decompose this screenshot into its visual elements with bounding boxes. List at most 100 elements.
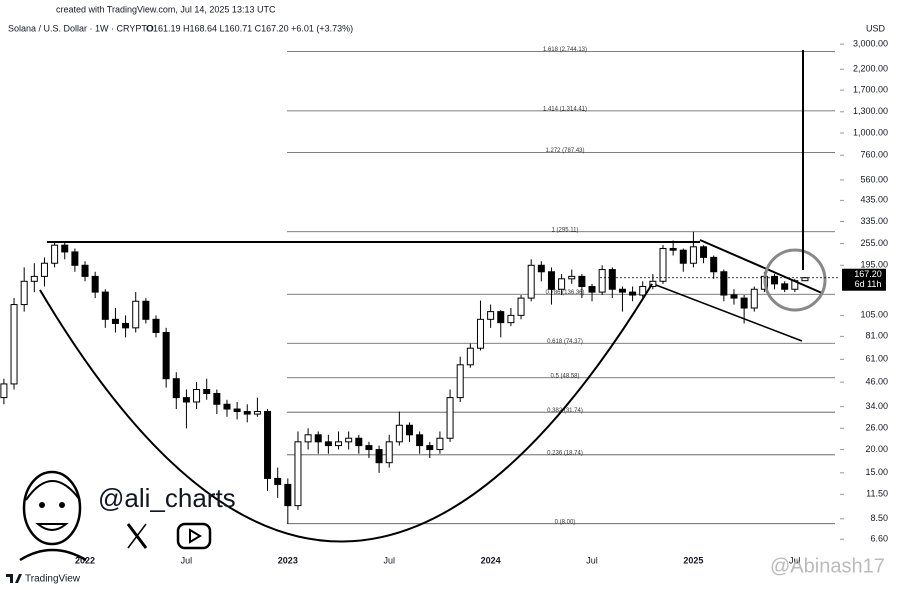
y-tick-label: 255.00 (860, 238, 888, 248)
fib-label: 1.272 (787.43) (545, 148, 584, 154)
y-tick-label: 26.00 (865, 423, 888, 433)
candle-body (243, 411, 251, 415)
candle-body (730, 294, 738, 299)
fib-label: 1.618 (2,744.13) (543, 47, 587, 53)
candle-body (416, 434, 424, 447)
candle-body (324, 441, 332, 447)
candle-body (639, 286, 647, 296)
candle-body (537, 264, 545, 273)
cup-curve (39, 283, 653, 543)
highlight-circle (763, 248, 827, 312)
candle-body (253, 411, 261, 415)
candle-body (659, 247, 667, 282)
candle-body (284, 483, 292, 507)
candle-body (608, 269, 616, 290)
candle-body (497, 311, 505, 324)
fib-label: 0.618 (74.37) (547, 339, 583, 345)
candle-body (395, 424, 403, 443)
fib-label: 0 (8.00) (555, 519, 576, 525)
fib-label: 0.786 (136.36) (545, 290, 584, 296)
symbol-title: Solana / U.S. Dollar · 1W · CRYPTO (8, 23, 154, 33)
candle-body (91, 275, 99, 293)
candle-body (294, 441, 302, 507)
candle-body (618, 288, 626, 293)
candle-body (355, 437, 363, 447)
y-tick-label: 46.00 (865, 377, 888, 387)
candle-body (365, 445, 373, 451)
candle-group (0, 231, 809, 524)
last-price-box (842, 268, 886, 291)
y-tick-label: 560.00 (860, 174, 888, 184)
candle-body (314, 434, 322, 443)
y-tick-label: 61.00 (865, 354, 888, 364)
candle-body (710, 256, 718, 273)
fib-label: 0.236 (18.74) (547, 450, 583, 456)
candle-body (122, 322, 130, 329)
avatar (19, 470, 87, 562)
candle-body (750, 288, 758, 309)
y-tick-label: 1,700.00 (853, 84, 888, 94)
y-tick-label: 11.50 (866, 489, 888, 499)
candle-body (740, 297, 748, 309)
brand: TradingView (25, 574, 81, 585)
candle-body (345, 437, 353, 443)
candle-body (547, 271, 555, 290)
credit: created with TradingView.com, Jul 14, 20… (56, 4, 276, 14)
candle-body (456, 364, 464, 399)
y-tick-label: 1,000.00 (853, 127, 888, 137)
candle-body (0, 383, 8, 399)
y-tick-label: 105.00 (860, 310, 888, 320)
brand-logo (6, 574, 22, 583)
candle-body (111, 318, 119, 324)
youtube-icon (176, 522, 212, 550)
candle-body (375, 449, 383, 464)
candle-body (720, 271, 728, 296)
y-tick-label: 2,200.00 (853, 64, 888, 74)
candle-body (30, 275, 38, 282)
candle-body (223, 403, 231, 410)
fib-label: 0.382 (31.74) (547, 408, 583, 414)
candle-body (81, 264, 89, 277)
candle-body (801, 277, 809, 282)
candle-body (213, 392, 221, 405)
fib-label: 1 (295.11) (552, 227, 579, 233)
candle-body (162, 331, 170, 380)
y-tick-label: 1,300.00 (853, 106, 888, 116)
candle-body (781, 283, 789, 290)
candle-body (10, 304, 18, 385)
candle-body (700, 246, 708, 258)
candle-body (304, 434, 312, 443)
x-icon (126, 523, 148, 549)
candle-body (487, 311, 495, 320)
candle-body (629, 291, 637, 296)
watermark: @Abinash17 (770, 555, 885, 577)
candle-body (588, 286, 596, 293)
candle-body (476, 318, 484, 349)
last-price-label: 167.20 (854, 269, 882, 279)
currency: USD (866, 23, 886, 33)
wedge-lower (655, 284, 803, 342)
y-tick-label: 34.00 (865, 401, 888, 411)
candle-body (152, 318, 160, 333)
candle-body (679, 249, 687, 264)
candle-body (264, 411, 272, 479)
candle-body (71, 251, 79, 266)
candle-body (578, 275, 586, 288)
y-tick-label: 435.00 (860, 195, 888, 205)
y-tick-label: 195.00 (860, 260, 888, 270)
candle-body (689, 246, 697, 264)
candle-body (568, 275, 576, 280)
candle-body (61, 244, 69, 253)
wedge-upper (699, 239, 823, 294)
candle-body (132, 300, 140, 329)
author-handle: @ali_charts (98, 483, 236, 513)
candle-body (101, 291, 109, 320)
candle-body (446, 397, 454, 439)
y-tick-label: 3,000.00 (853, 39, 888, 49)
candle-body (193, 389, 201, 403)
candle-body (771, 275, 779, 285)
candle-body (335, 441, 343, 447)
x-tick-label: Jul (383, 555, 395, 565)
y-axis: 3,000.00 2,200.00 1,700.00 1,300.00 1,000.00… (840, 39, 888, 544)
